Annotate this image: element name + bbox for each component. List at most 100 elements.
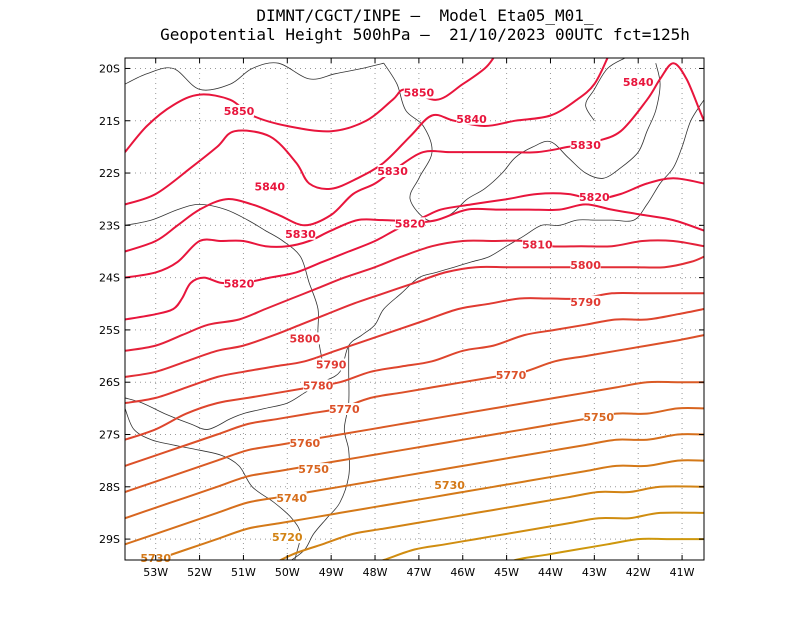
lon-tick-label: 44W: [538, 566, 563, 579]
contour-label: 5830: [570, 139, 601, 152]
lat-tick-label: 29S: [99, 533, 120, 546]
contour-label-bg: [403, 86, 434, 99]
contour-label: 5850: [404, 87, 435, 100]
contour-line: [125, 58, 609, 206]
contour-label: 5850: [224, 105, 255, 118]
contour-line: [125, 255, 704, 378]
contour-label-bg: [570, 138, 601, 151]
lat-tick-label: 25S: [99, 324, 120, 337]
lon-tick-label: 48W: [363, 566, 388, 579]
lon-tick-label: 41W: [670, 566, 695, 579]
contour-label-bg: [303, 379, 333, 392]
contour-line: [511, 537, 704, 560]
contour-label-bg: [522, 238, 553, 251]
contour-label-bg: [395, 217, 426, 230]
lat-tick-label: 20S: [99, 62, 120, 75]
map-frame: [124, 57, 705, 561]
contour-line: [380, 511, 704, 560]
coastline: [383, 62, 661, 222]
coastline: [125, 99, 704, 430]
contour-label-bg: [272, 531, 303, 544]
contour-label-bg: [570, 259, 601, 272]
contour-label: 5740: [276, 492, 307, 505]
contour-line: [125, 380, 704, 493]
contour-label: 5810: [522, 238, 553, 251]
contour-label-bg: [579, 191, 610, 204]
title-line-1: DIMNT/CGCT/INPE – Model Eta05_M01_: [256, 6, 594, 25]
contour-label-bg: [276, 491, 307, 504]
contour-label: 5750: [583, 411, 614, 424]
contour-label-bg: [456, 112, 487, 125]
contour-label: 5790: [316, 359, 347, 372]
contour-label-bg: [434, 478, 465, 491]
contour-label: 5840: [254, 181, 285, 194]
coastline: [585, 58, 626, 121]
contour-label: 5840: [456, 113, 487, 126]
lon-tick-label: 52W: [187, 566, 212, 579]
lat-tick-label: 21S: [99, 115, 120, 128]
lon-tick-label: 50W: [275, 566, 300, 579]
title-line-2: Geopotential Height 500hPa – 21/10/2023 …: [160, 25, 690, 44]
contour-line: [125, 58, 495, 153]
contour-label: 5800: [570, 259, 601, 272]
contour-label-bg: [316, 358, 347, 371]
contour-label-bg: [496, 368, 526, 381]
contour-label: 5820: [395, 217, 426, 230]
lon-tick-label: 51W: [231, 566, 256, 579]
contour-label-layer: 5850 5850 5840 5840 5840 5830 5830 5830 5820 5820…: [140, 76, 654, 565]
contour-label: 5770: [329, 403, 360, 416]
contour-label-bg: [583, 410, 614, 423]
contour-label: 5720: [272, 531, 303, 544]
contour-label-bg: [224, 277, 255, 290]
lon-tick-label: 45W: [494, 566, 519, 579]
contour-label: 5830: [285, 228, 316, 241]
contour-label: 5830: [377, 165, 408, 178]
contour-label-bg: [224, 104, 255, 117]
contour-line: [125, 334, 704, 467]
lat-tick-label: 23S: [99, 219, 120, 232]
lat-tick-label: 24S: [99, 272, 120, 285]
contour-line: [125, 291, 704, 405]
lon-tick-label: 46W: [450, 566, 475, 579]
contour-label-bg: [254, 180, 285, 193]
contour-line: [278, 485, 704, 560]
contour-line: [125, 203, 704, 321]
contour-label: 5770: [496, 369, 527, 382]
contour-label: 5820: [224, 277, 255, 290]
contour-label: 5730: [434, 479, 465, 492]
contour-label-bg: [623, 76, 654, 89]
lon-tick-label: 47W: [406, 566, 431, 579]
contour-label: 5840: [623, 76, 654, 89]
lat-tick-label: 26S: [99, 376, 120, 389]
contour-line: [125, 62, 704, 253]
contour-line: [125, 239, 704, 352]
coastline: [291, 345, 350, 560]
coastline: [125, 408, 301, 560]
contour-line: [152, 459, 704, 560]
contour-label: 5790: [570, 296, 601, 309]
contour-label-bg: [289, 436, 320, 449]
contour-label-bg: [285, 227, 316, 240]
contour-label-bg: [570, 295, 601, 308]
contour-label: 5760: [290, 437, 321, 450]
coastline-layer: [125, 58, 704, 560]
coastline: [125, 62, 384, 91]
contour-label: 5750: [298, 463, 329, 476]
contour-line: [125, 433, 704, 546]
contour-layer: [125, 58, 704, 560]
contour-label-bg: [298, 463, 329, 476]
lon-tick-label: 53W: [143, 566, 168, 579]
contour-label: 5820: [579, 191, 610, 204]
contour-line: [125, 308, 704, 441]
contour-label-bg: [377, 165, 408, 178]
lon-tick-label: 43W: [582, 566, 607, 579]
lon-tick-label: 49W: [319, 566, 344, 579]
lon-tick-label: 42W: [626, 566, 651, 579]
contour-label-bg: [289, 332, 320, 345]
lat-tick-label: 27S: [99, 429, 120, 442]
lat-tick-label: 22S: [99, 167, 120, 180]
contour-label: 5800: [290, 332, 321, 345]
lat-tick-label: 28S: [99, 481, 120, 494]
